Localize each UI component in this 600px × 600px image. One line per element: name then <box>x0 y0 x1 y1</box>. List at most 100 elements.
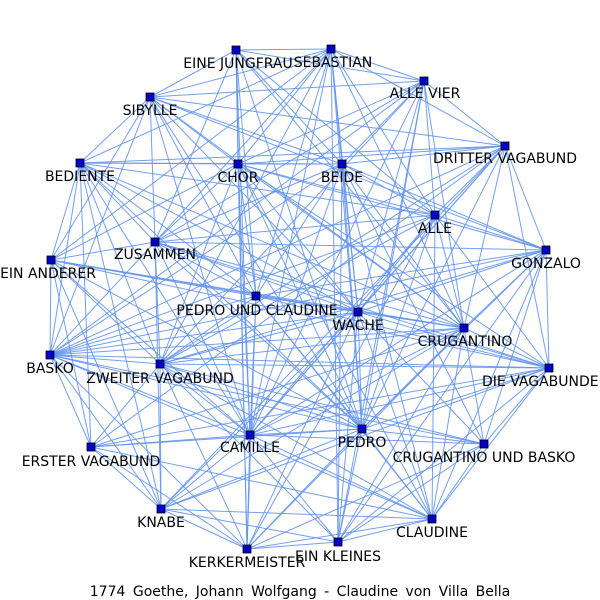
node-label-bediente: BEDIENTE <box>45 169 115 185</box>
node-label-basko: BASKO <box>26 361 74 377</box>
edge-beide-gonzalo <box>341 163 547 251</box>
edge-basko-knabe <box>49 354 162 510</box>
edge-dritter_vagabund-die_vagabunden <box>504 145 550 369</box>
node-crugantino_und_basko <box>479 439 489 449</box>
edge-pedro-ein_kleines <box>337 428 363 543</box>
edge-ein_anderer-die_vagabunden <box>50 259 550 369</box>
edge-wache-pedro <box>357 311 363 430</box>
node-sibylle <box>145 92 155 102</box>
edge-zweiter_vagabund-die_vagabunden <box>159 363 550 369</box>
node-ein_kleines <box>333 537 343 547</box>
edge-die_vagabunden-pedro <box>361 367 550 430</box>
node-label-crugantino: CRUGANTINO <box>418 334 513 350</box>
edge-basko-camille <box>49 354 251 436</box>
edge-bediente-crugantino <box>79 162 465 329</box>
edge-basko-zweiter_vagabund <box>49 354 161 365</box>
edge-wache-crugantino <box>357 311 465 329</box>
edge-chor-zweiter_vagabund <box>159 163 239 365</box>
node-label-crugantino_und_basko: CRUGANTINO UND BASKO <box>393 450 576 466</box>
edge-dritter_vagabund-bediente <box>79 145 506 164</box>
edge-sibylle-gonzalo <box>149 96 547 251</box>
node-eine_jungfrau <box>231 45 241 55</box>
edge-alle_vier-wache <box>357 80 425 313</box>
edge-wache-zweiter_vagabund <box>159 311 359 365</box>
edge-gonzalo-camille <box>249 249 547 436</box>
edge-sebastian-alle_vier <box>330 48 425 82</box>
edge-die_vagabunden-erster_vagabund <box>90 367 550 448</box>
edge-chor-gonzalo <box>237 163 547 251</box>
node-label-kerkermeister: KERKERMEISTER <box>189 555 306 571</box>
node-label-claudine: CLAUDINE <box>396 525 468 541</box>
edge-camille-crugantino_und_basko <box>249 434 485 445</box>
edge-sibylle-zusammen <box>149 96 156 243</box>
node-camille <box>245 430 255 440</box>
edge-wache-ein_kleines <box>337 311 359 543</box>
node-die_vagabunden <box>544 363 554 373</box>
edge-wache-basko <box>49 311 359 356</box>
node-pedro_und_claudine <box>251 291 261 301</box>
edge-beide-basko <box>49 163 343 356</box>
edge-gonzalo-claudine <box>431 249 547 520</box>
edge-erster_vagabund-knabe <box>90 446 162 510</box>
node-label-eine_jungfrau: EINE JUNGFRAU <box>183 56 292 72</box>
edge-chor-pedro <box>237 163 363 430</box>
edge-ein_anderer-zweiter_vagabund <box>50 259 161 365</box>
edge-alle-crugantino <box>434 214 465 329</box>
node-label-zusammen: ZUSAMMEN <box>114 247 196 263</box>
edge-sebastian-chor <box>237 48 332 165</box>
edge-dritter_vagabund-chor <box>237 145 506 165</box>
edge-basko-crugantino_und_basko <box>49 354 485 445</box>
edge-beide-crugantino <box>341 163 465 329</box>
node-ein_anderer <box>46 255 56 265</box>
edge-bediente-zusammen <box>79 162 156 243</box>
node-label-ein_kleines: EIN KLEINES <box>295 549 381 565</box>
edge-bediente-basko <box>49 162 81 356</box>
edge-pedro_und_claudine-basko <box>49 295 257 356</box>
node-label-alle: ALLE <box>418 221 452 237</box>
edge-dritter_vagabund-crugantino <box>463 145 506 329</box>
edge-eine_jungfrau-alle <box>235 49 436 216</box>
node-kerkermeister <box>242 544 252 554</box>
edge-wache-claudine <box>357 311 433 520</box>
edge-zweiter_vagabund-pedro <box>159 363 363 430</box>
edge-gonzalo-pedro_und_claudine <box>255 249 547 297</box>
edge-sebastian-zweiter_vagabund <box>159 48 332 365</box>
edge-chor-alle <box>237 163 436 216</box>
node-label-gonzalo: GONZALO <box>511 256 581 272</box>
edge-pedro-claudine <box>361 428 433 520</box>
edge-alle_vier-zweiter_vagabund <box>159 80 425 365</box>
node-dritter_vagabund <box>500 141 510 151</box>
node-knabe <box>156 504 166 514</box>
edge-zweiter_vagabund-ein_kleines <box>159 363 339 543</box>
edge-bediente-erster_vagabund <box>79 162 92 448</box>
node-label-ein_anderer: EIN ANDERER <box>0 266 96 282</box>
edge-chor-ein_anderer <box>50 163 239 261</box>
edge-zusammen-wache <box>154 241 359 313</box>
node-label-chor: CHOR <box>217 170 258 186</box>
edge-bediente-pedro <box>79 162 363 430</box>
edge-sebastian-eine_jungfrau <box>235 48 332 51</box>
edge-dritter_vagabund-beide <box>341 145 506 165</box>
node-crugantino <box>459 323 469 333</box>
edge-camille-ein_kleines <box>249 434 339 543</box>
node-label-sebastian: SEBASTIAN <box>294 55 373 71</box>
edge-bediente-alle <box>79 162 436 216</box>
edge-crugantino-ein_kleines <box>337 327 465 543</box>
edge-die_vagabunden-camille <box>249 367 550 436</box>
edge-beide-wache <box>341 163 359 313</box>
edge-sebastian-zusammen <box>154 48 332 243</box>
edge-alle-die_vagabunden <box>434 214 550 369</box>
edge-pedro-erster_vagabund <box>90 428 363 448</box>
edge-knabe-kerkermeister <box>160 508 248 550</box>
edge-erster_vagabund-claudine <box>90 446 433 520</box>
edge-zusammen-knabe <box>154 241 162 510</box>
edge-wache-camille <box>249 311 359 436</box>
edge-alle_vier-crugantino <box>423 80 465 329</box>
edge-zusammen-pedro_und_claudine <box>154 241 257 297</box>
edge-wache-die_vagabunden <box>357 311 550 369</box>
edge-beide-alle <box>341 163 436 216</box>
edge-eine_jungfrau-sibylle <box>149 49 237 98</box>
node-label-pedro_und_claudine: PEDRO UND CLAUDINE <box>176 303 337 319</box>
edge-dritter_vagabund-gonzalo <box>504 145 547 251</box>
edge-basko-die_vagabunden <box>49 354 550 369</box>
